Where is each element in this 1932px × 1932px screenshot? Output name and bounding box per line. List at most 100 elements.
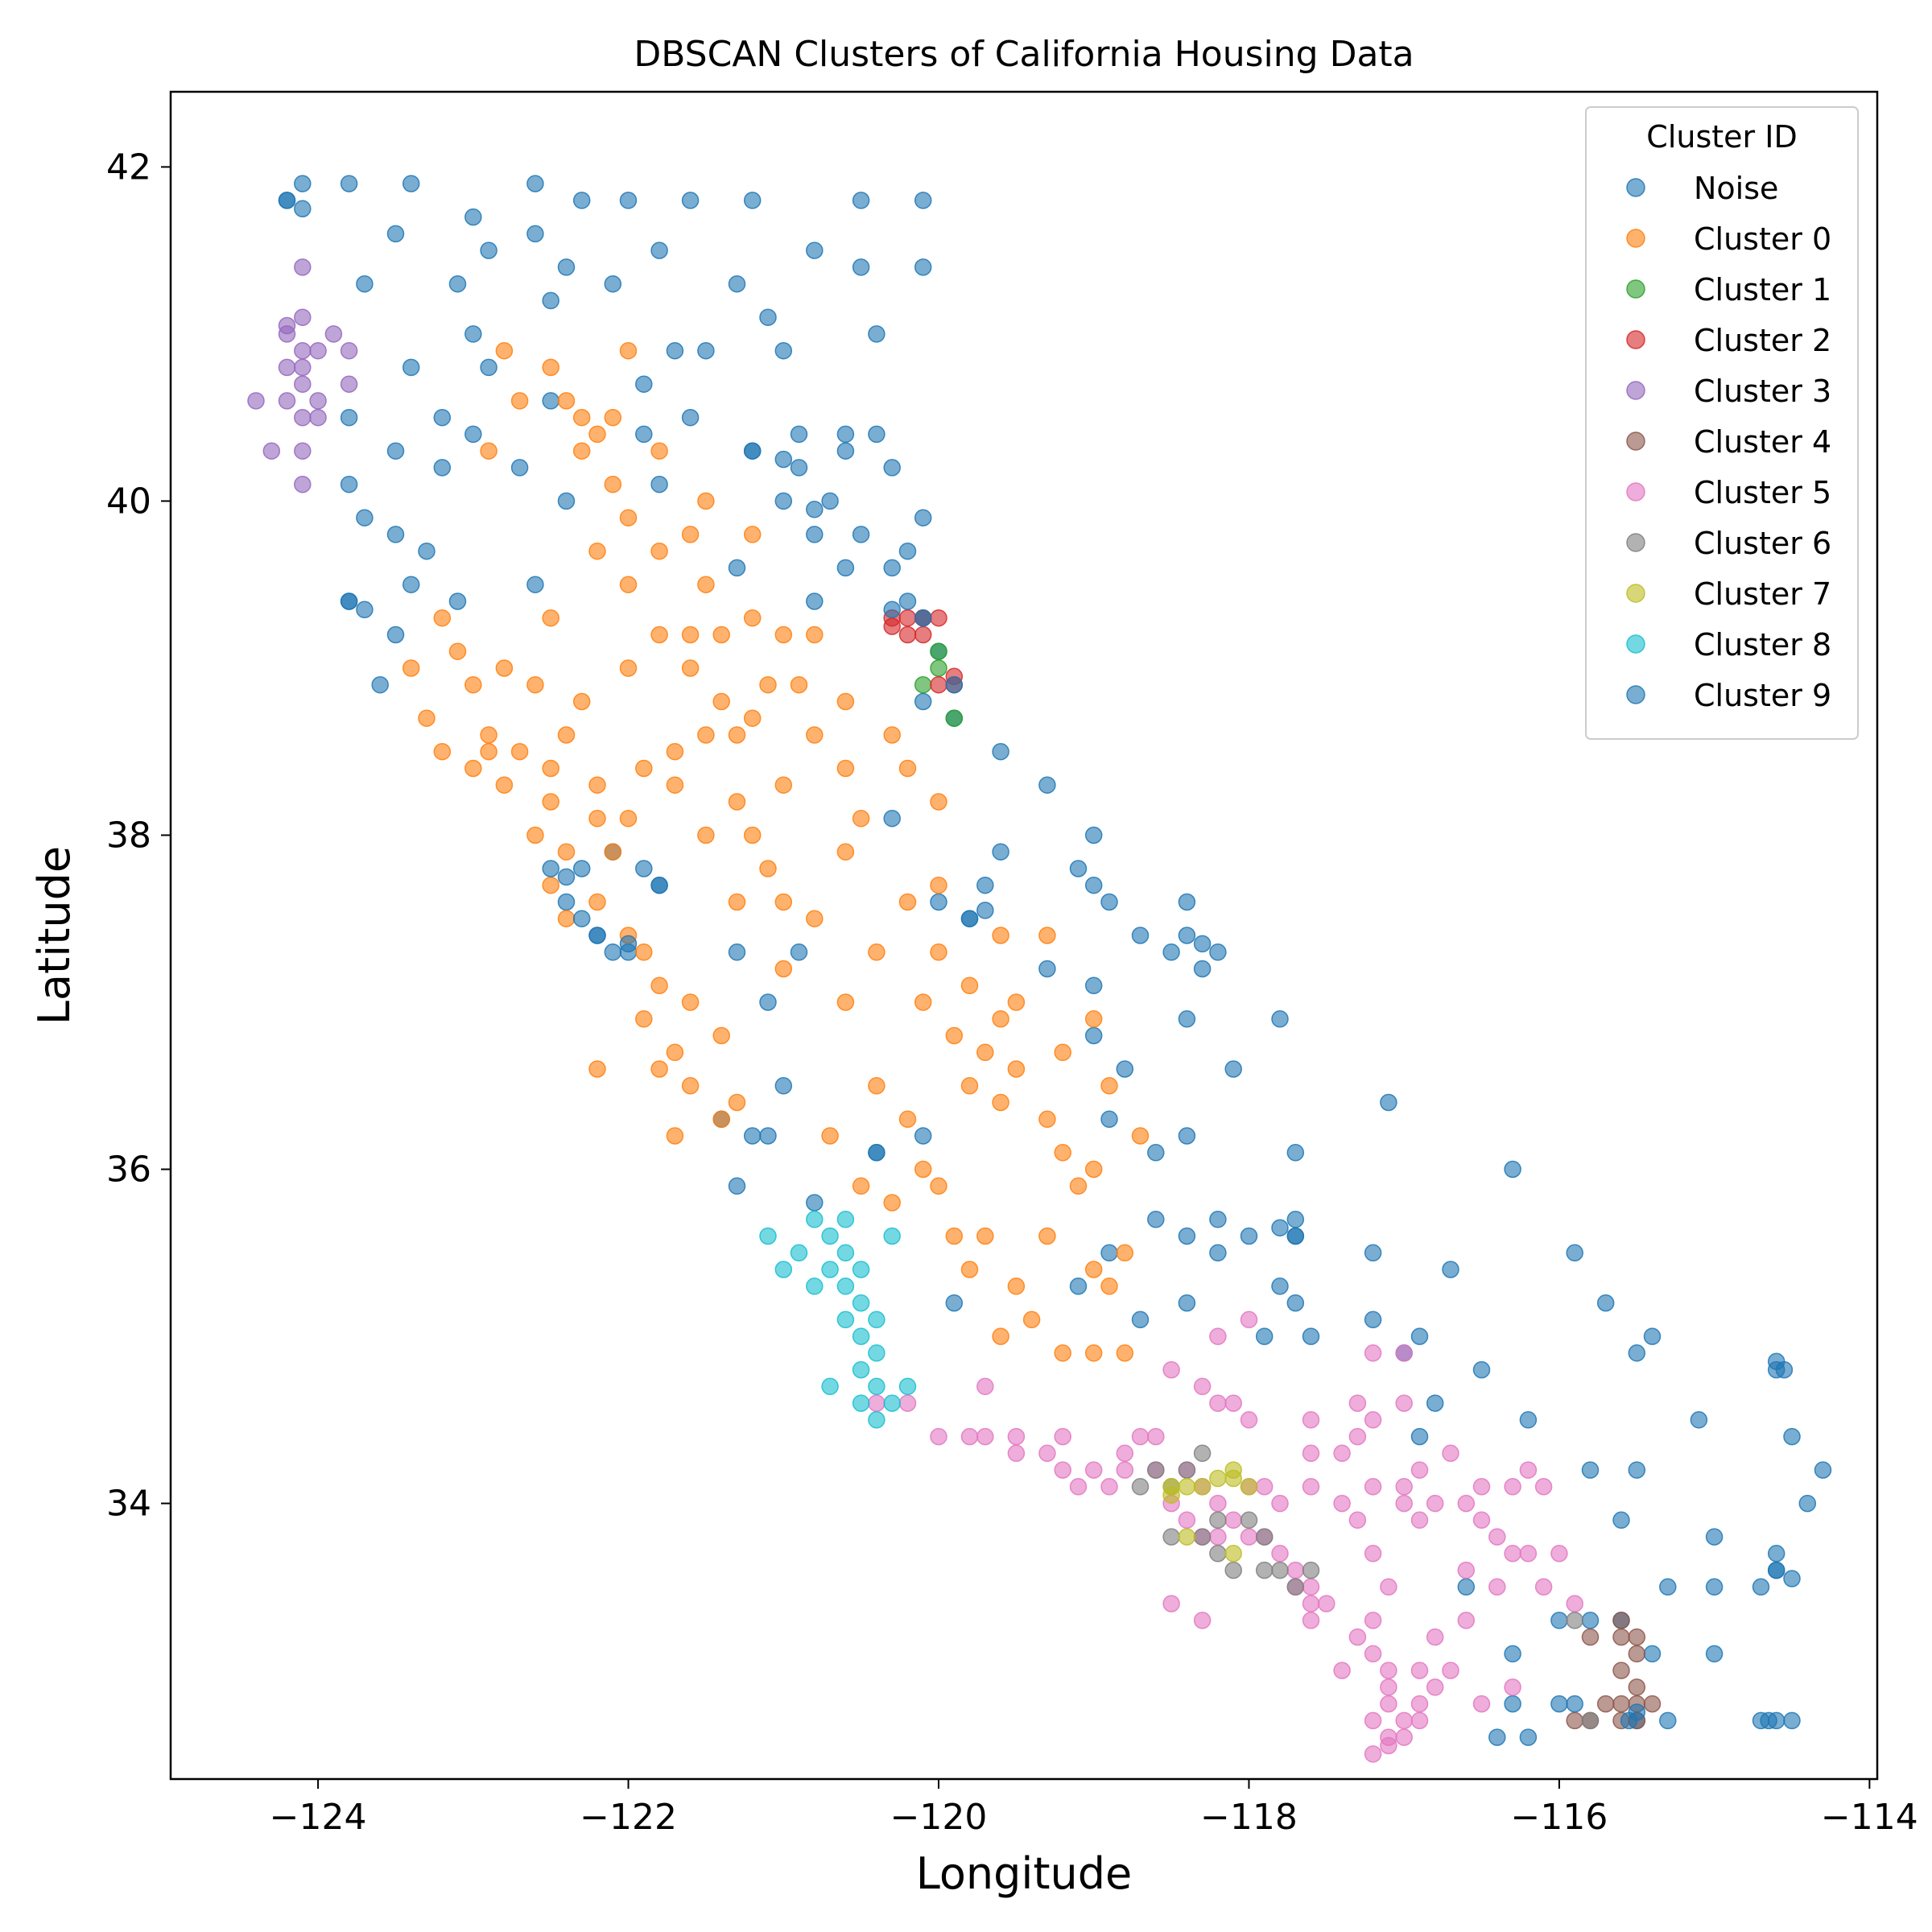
data-point <box>1271 1219 1289 1236</box>
data-point <box>480 442 497 460</box>
data-point <box>1426 1678 1444 1696</box>
data-point <box>448 275 467 293</box>
data-point <box>1318 1595 1335 1612</box>
data-point <box>1550 1612 1568 1629</box>
data-point <box>790 459 808 477</box>
data-point <box>898 1394 917 1412</box>
series-8 <box>1162 1461 1258 1563</box>
data-point <box>821 1227 839 1245</box>
data-point <box>1643 1645 1662 1663</box>
data-point <box>309 341 327 360</box>
data-point <box>743 1127 762 1145</box>
data-point <box>635 860 653 877</box>
data-point <box>1116 1461 1134 1479</box>
data-point <box>1814 1461 1832 1479</box>
data-point <box>728 793 746 811</box>
data-point <box>557 893 576 911</box>
data-point <box>728 726 746 744</box>
legend-marker <box>1626 685 1645 704</box>
data-point <box>1410 1695 1429 1713</box>
data-point <box>697 576 715 593</box>
data-point <box>262 442 281 460</box>
data-point <box>1659 1711 1677 1730</box>
data-point <box>1116 1244 1134 1262</box>
data-point <box>1302 1561 1320 1579</box>
data-point <box>1271 1010 1289 1028</box>
data-point <box>1084 826 1103 844</box>
x-tick-label: −120 <box>890 1797 988 1838</box>
data-point <box>1364 1311 1382 1329</box>
data-point <box>898 1377 917 1396</box>
data-point <box>1628 1678 1646 1696</box>
data-point <box>1100 1244 1118 1262</box>
data-point <box>930 793 947 811</box>
data-point <box>1240 1311 1258 1329</box>
series-7 <box>1131 1444 1600 1730</box>
data-point <box>1519 1411 1538 1429</box>
y-tick-label: 38 <box>106 815 151 856</box>
data-point <box>728 943 746 961</box>
data-point <box>1038 960 1056 978</box>
data-point <box>681 659 700 677</box>
data-point <box>1760 1711 1777 1730</box>
data-point <box>774 341 793 360</box>
legend-label: Cluster 0 <box>1694 221 1831 257</box>
data-point <box>386 442 405 460</box>
data-point <box>1752 1578 1770 1596</box>
data-point <box>945 675 964 694</box>
data-point <box>1084 876 1103 894</box>
data-point <box>1410 1461 1429 1479</box>
data-point <box>1162 1595 1180 1612</box>
data-point <box>945 1294 964 1312</box>
data-point <box>588 927 606 944</box>
data-point <box>1240 1511 1258 1530</box>
y-tick-label: 34 <box>106 1484 151 1525</box>
data-point <box>868 1377 886 1396</box>
data-point <box>1333 1494 1351 1513</box>
data-point <box>619 809 638 828</box>
y-tick-label: 40 <box>106 481 151 522</box>
data-point <box>1596 1294 1615 1312</box>
data-point <box>1178 1010 1196 1028</box>
data-point <box>1581 1461 1600 1479</box>
data-point <box>1550 1695 1568 1713</box>
data-point <box>1054 1427 1071 1446</box>
data-point <box>1209 1394 1227 1412</box>
x-tick-label: −116 <box>1510 1797 1608 1838</box>
legend-label: Cluster 4 <box>1694 424 1831 460</box>
data-point <box>309 408 327 427</box>
data-point <box>759 993 777 1011</box>
data-point <box>1084 1461 1103 1479</box>
data-point <box>1628 1628 1646 1646</box>
data-point <box>1395 1478 1413 1496</box>
data-point <box>914 1160 932 1179</box>
data-point <box>356 275 374 293</box>
data-point <box>247 392 265 410</box>
data-point <box>1209 1327 1227 1345</box>
y-tick-label: 36 <box>106 1150 151 1191</box>
data-point <box>604 843 622 861</box>
data-point <box>402 175 420 192</box>
data-point <box>898 1110 917 1129</box>
data-point <box>340 175 358 192</box>
legend-label: Noise <box>1694 171 1778 206</box>
data-point <box>914 258 932 276</box>
data-point <box>1240 1411 1258 1429</box>
data-point <box>1395 1494 1413 1513</box>
data-point <box>1519 1545 1538 1563</box>
data-point <box>852 809 870 828</box>
data-point <box>1302 1444 1320 1463</box>
data-point <box>294 341 312 360</box>
data-point <box>1612 1612 1630 1629</box>
data-point <box>852 1394 870 1412</box>
legend: Cluster ID Noise Cluster 0 Cluster 1 Cluster… <box>1585 106 1859 740</box>
data-point <box>1193 1444 1212 1463</box>
data-point <box>697 492 715 510</box>
data-point <box>542 291 559 310</box>
data-point <box>1488 1728 1506 1746</box>
data-point <box>1767 1545 1785 1563</box>
data-point <box>1612 1695 1630 1713</box>
data-point <box>945 709 964 727</box>
data-point <box>1054 1461 1071 1479</box>
